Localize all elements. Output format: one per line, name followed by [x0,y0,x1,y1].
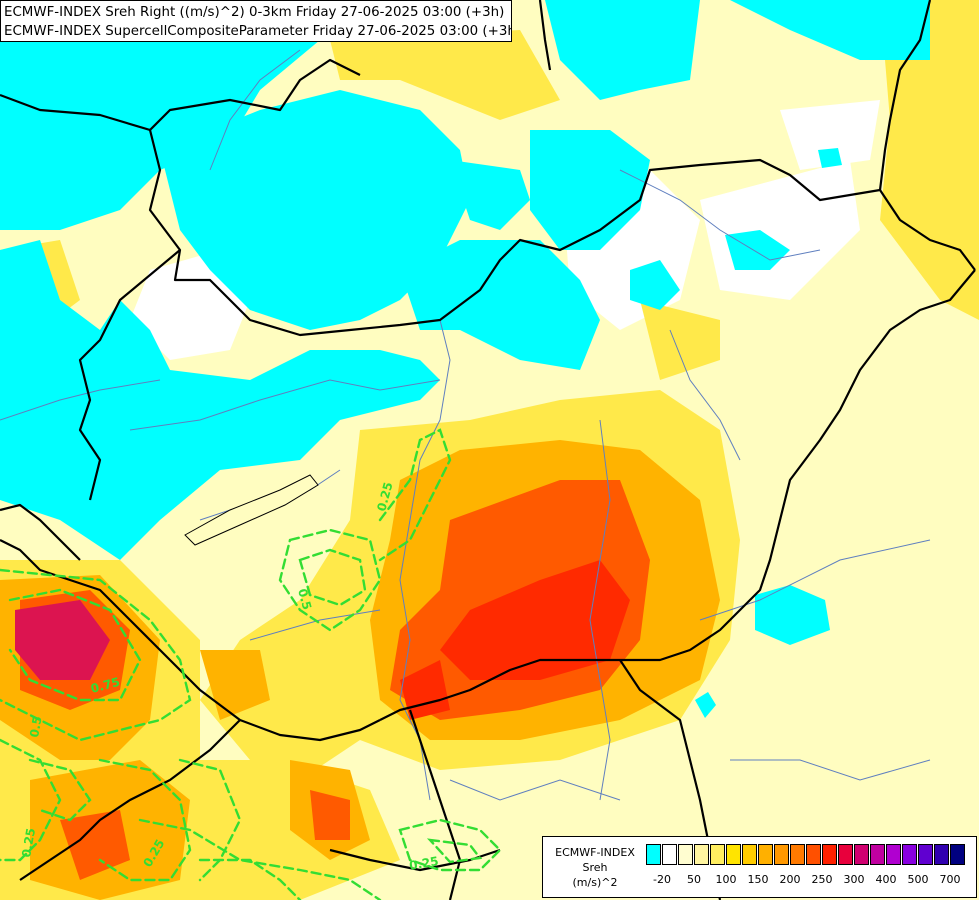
legend-swatch [822,844,837,865]
legend-swatch [774,844,789,865]
legend-swatch [854,844,869,865]
legend-swatch [934,844,949,865]
contour-label: 0.5 [27,715,44,738]
legend-swatch [806,844,821,865]
title-line-2: ECMWF-INDEX SupercellCompositeParameter … [4,24,512,39]
legend-tick-label: -20 [653,873,671,886]
legend-title-source: ECMWF-INDEX [555,846,635,859]
legend-swatch [662,844,677,865]
legend-swatch [790,844,805,865]
legend-tick-label: 150 [747,873,769,886]
legend-tick-label: 200 [779,873,801,886]
legend-swatch [726,844,741,865]
magenta-regions [15,600,110,680]
legend-tick-label: 400 [875,873,897,886]
legend-swatch [646,844,661,865]
legend-tick-label: 700 [939,873,961,886]
legend-swatch [678,844,693,865]
scp-contours [0,428,502,900]
legend-swatch [902,844,917,865]
legend-swatch [838,844,853,865]
legend-swatch [758,844,773,865]
legend-swatch [710,844,725,865]
legend-swatch [950,844,965,865]
title-box: ECMWF-INDEX Sreh Right ((m/s)^2) 0-3km F… [0,0,512,42]
title-line-1: ECMWF-INDEX Sreh Right ((m/s)^2) 0-3km F… [4,5,505,20]
deep-red-regions [400,560,630,720]
contour-label: 0.25 [19,827,38,859]
legend-swatch [870,844,885,865]
legend-swatch [694,844,709,865]
legend-swatch [742,844,757,865]
legend-tick-label: 100 [715,873,737,886]
legend-tick-label: 500 [907,873,929,886]
legend-tick-label: 50 [687,873,701,886]
legend-title-unit: (m/s)^2 [572,876,618,889]
legend-ticks: -20 50 100 150 200 250 300 400 500 700 [646,873,976,889]
color-legend: ECMWF-INDEX Sreh (m/s)^2 -20 50 100 150 200 2… [542,836,977,898]
legend-title: ECMWF-INDEX Sreh (m/s)^2 [547,845,643,890]
legend-swatches [646,844,966,867]
legend-tick-label: 300 [843,873,865,886]
legend-title-variable: Sreh [582,861,608,874]
contour-label: 0.25 [408,854,440,873]
legend-swatch [886,844,901,865]
legend-tick-label: 250 [811,873,833,886]
contour-label: 0.5 [295,587,314,611]
lake-balaton [184,474,319,546]
legend-swatch [918,844,933,865]
